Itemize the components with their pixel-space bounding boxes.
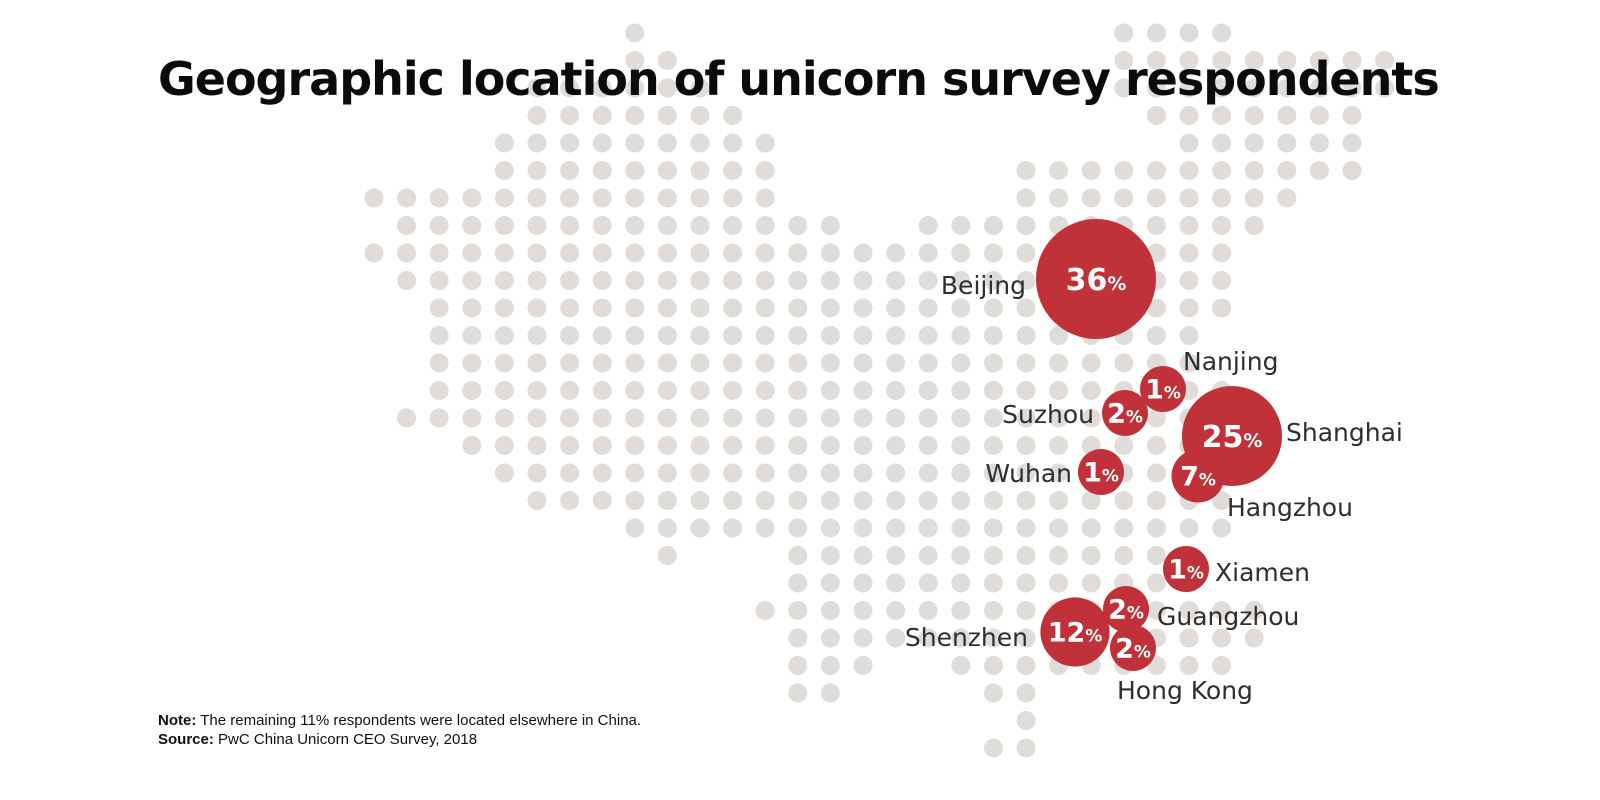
- city-xiamen: 1% Xiamen: [1163, 546, 1310, 592]
- city-label-suzhou: Suzhou: [1002, 400, 1094, 429]
- value-label-suzhou: 2%: [1107, 399, 1143, 430]
- bubble-xiamen: [1163, 546, 1209, 592]
- value-label-hong-kong: 2%: [1115, 634, 1151, 665]
- value-label-guangzhou: 2%: [1108, 595, 1144, 626]
- city-label-hangzhou: Hangzhou: [1227, 493, 1353, 522]
- city-label-beijing: Beijing: [941, 271, 1026, 300]
- source-label: Source:: [158, 731, 214, 748]
- city-label-shanghai: Shanghai: [1286, 418, 1403, 447]
- note-line: Note: The remaining 11% respondents were…: [158, 711, 641, 730]
- source-line: Source: PwC China Unicorn CEO Survey, 20…: [158, 730, 641, 749]
- city-label-xiamen: Xiamen: [1215, 558, 1310, 587]
- bubble-guangzhou: [1103, 586, 1149, 632]
- city-hangzhou: 7% Hangzhou: [1171, 449, 1353, 522]
- city-label-hong-kong: Hong Kong: [1117, 676, 1253, 705]
- city-wuhan: 1% Wuhan: [985, 449, 1124, 495]
- bubble-hong-kong: [1110, 625, 1156, 671]
- source-text: PwC China Unicorn CEO Survey, 2018: [218, 731, 478, 748]
- value-label-nanjing: 1%: [1145, 375, 1181, 406]
- footnote: Note: The remaining 11% respondents were…: [158, 711, 641, 749]
- chart-title: Geographic location of unicorn survey re…: [158, 52, 1440, 106]
- city-bubbles: 36% Beijing 25% Shanghai 12% Shenzhen 7% Hangzh…: [905, 219, 1403, 705]
- city-suzhou: 2% Suzhou: [1002, 390, 1148, 436]
- city-hong-kong: 2% Hong Kong: [1110, 625, 1253, 705]
- city-nanjing: 1%Nanjing: [1140, 347, 1278, 412]
- value-label-hangzhou: 7%: [1180, 462, 1216, 493]
- note-label: Note:: [158, 712, 197, 729]
- city-label-nanjing: Nanjing: [1183, 347, 1278, 376]
- value-label-xiamen: 1%: [1168, 555, 1204, 586]
- bubble-hangzhou: [1171, 449, 1225, 503]
- bubble-shenzhen: [1040, 597, 1110, 667]
- value-label-beijing: 36%: [1066, 263, 1127, 298]
- bubble-suzhou: [1102, 390, 1148, 436]
- bubble-beijing: [1036, 219, 1156, 339]
- note-text: The remaining 11% respondents were locat…: [200, 712, 642, 729]
- city-shenzhen: 12% Shenzhen: [905, 597, 1110, 667]
- city-label-wuhan: Wuhan: [985, 459, 1072, 488]
- value-label-shanghai: 25%: [1202, 420, 1263, 455]
- city-beijing: 36% Beijing: [941, 219, 1156, 339]
- city-label-guangzhou: Guangzhou: [1157, 602, 1299, 631]
- value-label-wuhan: 1%: [1083, 458, 1119, 489]
- city-guangzhou: 2% Guangzhou: [1103, 586, 1299, 632]
- value-label-shenzhen: 12%: [1048, 618, 1103, 649]
- city-label-shenzhen: Shenzhen: [905, 623, 1028, 652]
- bubble-nanjing: [1140, 366, 1186, 412]
- map-dots: [364, 23, 1395, 758]
- bubble-wuhan: [1078, 449, 1124, 495]
